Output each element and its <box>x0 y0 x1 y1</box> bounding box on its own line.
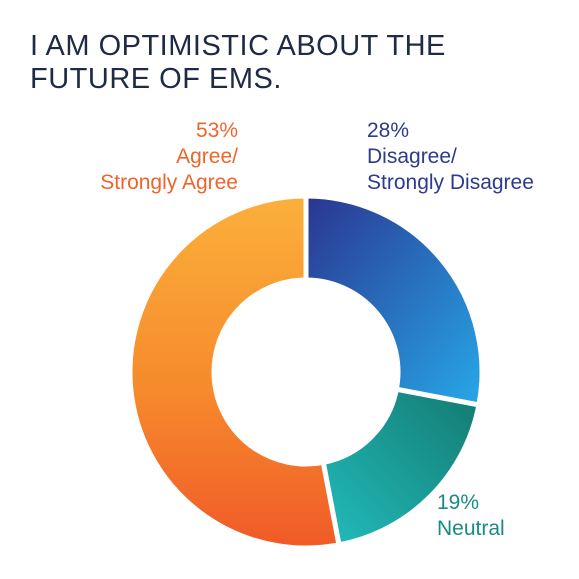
slice-neutral <box>320 386 482 548</box>
slice-value-agree: 53% <box>195 119 238 142</box>
chart-title: I AM OPTIMISTIC ABOUT THE FUTURE OF EMS. <box>30 30 446 96</box>
slice-label-neutral: 19% Neutral <box>437 490 505 542</box>
slice-name-agree-line-1: Agree/ <box>176 145 238 168</box>
slice-label-disagree: 28% Disagree/ Strongly Disagree <box>367 118 534 196</box>
chart-title-line-1: I AM OPTIMISTIC ABOUT THE <box>30 30 446 62</box>
slice-name-disagree-line-2: Strongly Disagree <box>367 171 534 194</box>
slice-value-neutral: 19% <box>437 491 480 514</box>
slice-name-agree-line-2: Strongly Agree <box>100 171 238 194</box>
chart-title-line-2: FUTURE OF EMS. <box>30 63 282 95</box>
slice-name-neutral-line-1: Neutral <box>437 517 505 540</box>
slice-label-agree: 53% Agree/ Strongly Agree <box>100 118 238 196</box>
slice-disagree <box>303 193 485 408</box>
slice-agree <box>127 193 342 551</box>
slice-value-disagree: 28% <box>367 119 410 142</box>
slice-name-disagree-line-1: Disagree/ <box>367 145 457 168</box>
